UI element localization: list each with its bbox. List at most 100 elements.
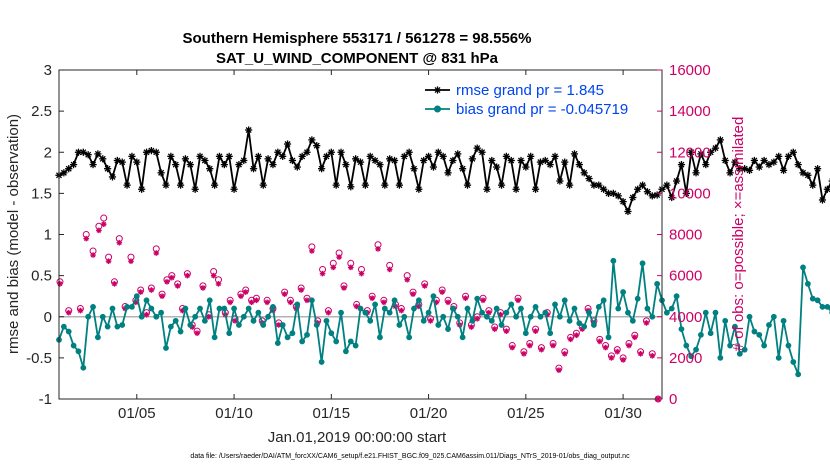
rmse-point xyxy=(356,158,365,166)
bias-point xyxy=(532,303,539,310)
bias-point xyxy=(201,317,208,324)
rmse-point xyxy=(400,152,408,160)
rmse-point xyxy=(488,156,496,165)
rmse-point xyxy=(108,173,117,181)
rmse-point xyxy=(614,192,622,200)
rmse-point xyxy=(784,152,793,160)
rmse-point xyxy=(561,158,569,166)
bias-point xyxy=(702,309,709,316)
rmse-point xyxy=(770,158,778,166)
rmse-point xyxy=(804,171,812,179)
bias-point xyxy=(430,293,437,300)
obs-assimilated-point xyxy=(375,246,381,252)
bias-point xyxy=(586,309,592,316)
obs-assimilated-point xyxy=(100,221,107,228)
rmse-point xyxy=(133,158,141,166)
bias-point xyxy=(479,309,485,316)
obs-assimilated-point xyxy=(421,283,428,289)
bias-point xyxy=(80,364,87,371)
bias-point xyxy=(420,317,427,324)
obs-assimilated-point xyxy=(398,307,405,314)
bias-point xyxy=(260,322,267,328)
rmse-point xyxy=(415,185,423,193)
rmse-point xyxy=(794,160,802,169)
obs-assimilated-point xyxy=(90,252,96,258)
rmse-point xyxy=(69,160,78,169)
rmse-point xyxy=(434,148,442,156)
rmse-point xyxy=(750,156,758,165)
rmse-point xyxy=(322,152,331,160)
obs-assimilated-point xyxy=(194,330,200,336)
rmse-point xyxy=(60,169,68,177)
bias-point xyxy=(265,313,272,320)
rmse-point xyxy=(317,165,326,173)
rmse-point xyxy=(643,188,652,196)
y-tick-label: 1 xyxy=(44,227,52,244)
rmse-point xyxy=(361,181,369,189)
obs-assimilated-point xyxy=(309,248,315,254)
bias-point xyxy=(581,323,588,330)
obs-assimilated-point xyxy=(238,293,244,299)
rmse-point xyxy=(176,181,185,189)
bias-point xyxy=(800,264,806,271)
bias-point xyxy=(60,323,67,330)
bias-point xyxy=(153,313,160,320)
bias-point xyxy=(644,305,651,312)
rmse-point xyxy=(497,181,506,189)
obs-assimilated-point xyxy=(174,283,181,289)
bias-point xyxy=(756,331,763,338)
bias-point xyxy=(790,359,797,365)
obs-assimilated-point xyxy=(509,344,516,351)
bias-point xyxy=(547,330,554,337)
bias-point xyxy=(459,334,466,341)
rmse-point xyxy=(648,192,656,200)
bias-point xyxy=(411,305,417,312)
obs-assimilated-point xyxy=(227,299,233,306)
rmse-point xyxy=(376,160,384,169)
bias-point xyxy=(683,342,690,349)
obs-assimilated-point xyxy=(336,254,342,260)
rmse-point xyxy=(104,165,112,173)
y-tick-label: -1 xyxy=(39,391,52,408)
rmse-point xyxy=(298,152,306,160)
rmse-point xyxy=(211,181,219,189)
bias-point xyxy=(328,330,335,337)
bias-point xyxy=(182,305,189,312)
obs-assimilated-point xyxy=(491,326,498,332)
bias-point xyxy=(809,295,816,302)
rmse-point xyxy=(327,148,335,156)
rmse-point xyxy=(191,185,199,193)
obs-assimilated-point xyxy=(248,299,255,306)
bias-point xyxy=(318,359,325,365)
legend-label-bias: bias grand pr = -0.045719 xyxy=(456,101,628,118)
rmse-point xyxy=(517,156,525,165)
rmse-point xyxy=(245,126,253,134)
bias-point xyxy=(119,322,126,328)
obs-assimilated-point xyxy=(439,289,445,295)
rmse-point xyxy=(206,165,214,173)
obs-assimilated-point xyxy=(386,266,393,273)
obs-assimilated-point xyxy=(358,270,365,277)
rmse-point xyxy=(410,165,418,173)
bias-point xyxy=(308,297,315,304)
y-axis-label: rmse and bias (model - observation) xyxy=(5,114,22,354)
rmse-point xyxy=(84,151,92,159)
bias-point xyxy=(177,328,184,335)
rmse-point xyxy=(522,163,530,171)
bias-point xyxy=(678,326,685,332)
bias-point xyxy=(819,303,826,310)
bias-point xyxy=(629,317,636,324)
rmse-point xyxy=(527,152,535,160)
obs-possible-point xyxy=(100,214,108,222)
bias-point xyxy=(751,328,758,335)
y2-tick-label: 14000 xyxy=(669,103,711,120)
obs-assimilated-point xyxy=(614,348,621,355)
bias-point xyxy=(158,309,165,316)
rmse-point xyxy=(775,152,783,160)
rmse-point xyxy=(570,150,579,158)
bias-point xyxy=(240,313,247,320)
obs-assimilated-point xyxy=(215,281,222,287)
bias-point xyxy=(372,301,378,308)
bias-point xyxy=(294,301,301,308)
